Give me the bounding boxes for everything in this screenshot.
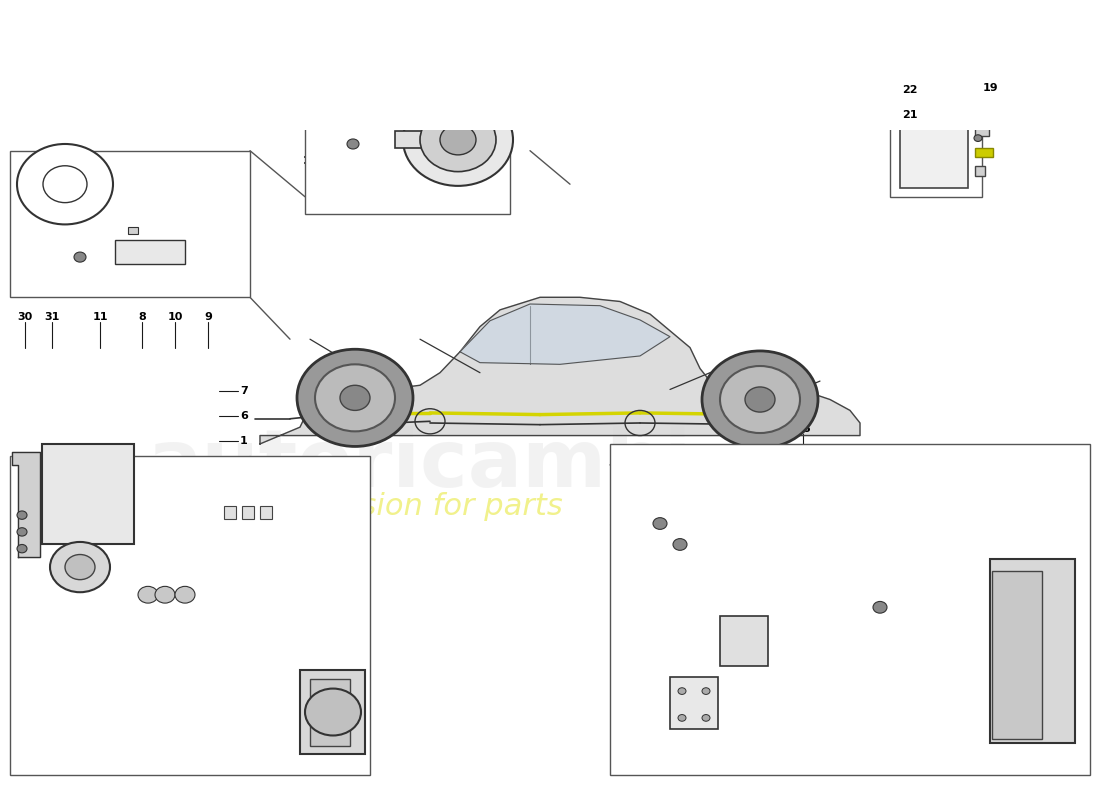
Bar (720, 616, 768, 666)
Text: 11: 11 (92, 311, 108, 322)
Text: 4: 4 (92, 518, 100, 529)
Text: 3: 3 (16, 518, 24, 529)
Text: 7: 7 (240, 386, 248, 396)
Text: 5: 5 (316, 527, 323, 537)
Bar (975, 94, 987, 113)
Text: 30: 30 (18, 311, 33, 322)
Circle shape (16, 144, 113, 225)
Bar (310, 678, 350, 746)
Text: 19: 19 (982, 83, 998, 93)
Circle shape (175, 586, 195, 603)
Text: 17: 17 (63, 518, 78, 529)
Text: 22: 22 (902, 85, 917, 94)
Circle shape (16, 511, 28, 519)
Text: 25: 25 (742, 424, 758, 434)
Bar (224, 506, 236, 519)
Circle shape (155, 586, 175, 603)
Text: 29: 29 (54, 242, 69, 252)
Text: a passion for parts: a passion for parts (277, 492, 562, 522)
Text: 24: 24 (706, 746, 722, 757)
Text: 23: 23 (902, 165, 917, 175)
Bar (242, 506, 254, 519)
Circle shape (50, 542, 110, 592)
Bar (260, 506, 272, 519)
Circle shape (65, 554, 95, 580)
Text: 32: 32 (163, 518, 178, 529)
Circle shape (673, 538, 688, 550)
Text: 9: 9 (205, 311, 212, 322)
Text: 1: 1 (240, 437, 248, 446)
Circle shape (974, 134, 982, 142)
Bar (300, 670, 365, 754)
Circle shape (346, 139, 359, 149)
Bar (305, 62, 510, 214)
Polygon shape (460, 304, 670, 364)
Bar (975, 166, 984, 176)
Text: 33: 33 (139, 518, 154, 529)
Text: 24: 24 (190, 175, 206, 185)
Bar (890, 79, 982, 197)
Text: 31: 31 (44, 311, 59, 322)
Text: 21: 21 (902, 110, 917, 120)
Circle shape (403, 94, 513, 186)
Bar (42, 444, 134, 545)
Bar (990, 558, 1075, 743)
Bar (10, 150, 250, 298)
Bar (900, 90, 968, 188)
Bar (975, 127, 989, 136)
Text: 15: 15 (262, 518, 277, 529)
Circle shape (653, 518, 667, 530)
Text: 27: 27 (769, 424, 784, 434)
Text: 28: 28 (670, 746, 685, 757)
Bar (10, 457, 370, 775)
Text: 8: 8 (139, 311, 146, 322)
Text: 18: 18 (742, 746, 758, 757)
Circle shape (315, 364, 395, 431)
Circle shape (305, 689, 361, 735)
Bar (116, 240, 185, 264)
Circle shape (43, 166, 87, 202)
Bar (395, 131, 453, 148)
Text: 16: 16 (286, 518, 301, 529)
Circle shape (340, 386, 370, 410)
Bar (975, 148, 993, 157)
Text: 29: 29 (630, 468, 646, 478)
Circle shape (745, 387, 776, 412)
Circle shape (297, 350, 412, 446)
Text: 10: 10 (167, 311, 183, 322)
Circle shape (16, 528, 28, 536)
Circle shape (702, 688, 710, 694)
Bar (670, 677, 718, 729)
Circle shape (74, 252, 86, 262)
Bar (128, 227, 138, 234)
Text: 34: 34 (112, 518, 128, 529)
Bar (610, 444, 1090, 775)
Text: 2: 2 (40, 518, 47, 529)
Circle shape (678, 688, 686, 694)
Circle shape (678, 714, 686, 722)
Text: 29: 29 (630, 491, 646, 501)
Circle shape (420, 108, 496, 172)
Text: 20: 20 (902, 138, 917, 147)
Text: 13: 13 (20, 242, 35, 252)
Bar (992, 571, 1042, 739)
Text: 26: 26 (795, 424, 811, 434)
Circle shape (702, 714, 710, 722)
Polygon shape (260, 298, 860, 444)
Text: autoricambi: autoricambi (147, 426, 692, 504)
Circle shape (873, 602, 887, 613)
Text: 12: 12 (226, 186, 241, 197)
Circle shape (720, 366, 800, 433)
Text: 6: 6 (240, 411, 248, 422)
Polygon shape (12, 452, 40, 557)
Circle shape (138, 586, 158, 603)
Circle shape (16, 545, 28, 553)
Circle shape (440, 125, 476, 155)
Circle shape (702, 351, 818, 448)
Text: 14: 14 (240, 518, 256, 529)
